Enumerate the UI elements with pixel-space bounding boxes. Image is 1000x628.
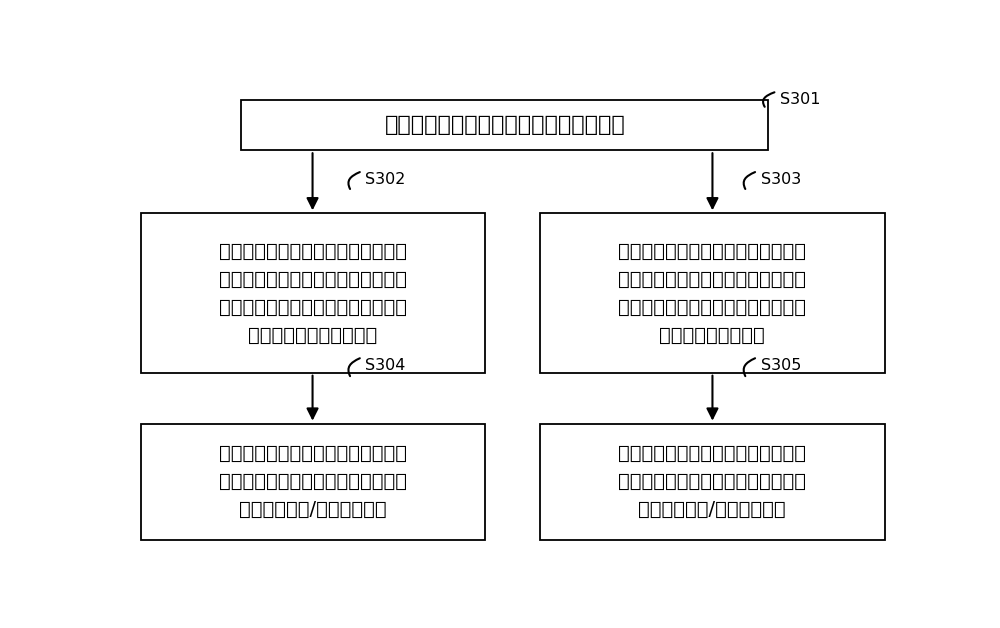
Text: S303: S303 [761, 172, 801, 187]
Bar [241, 99, 768, 150]
Text: 当至少一个用户行为数据符合多个判
断规则中的部分或全部判断规则的组
合时，确定至少一个用户行为数据对
应的用户身份为主人身份: 当至少一个用户行为数据符合多个判 断规则中的部分或全部判断规则的组 合时，确定至… [219, 241, 407, 345]
Text: S305: S305 [761, 358, 801, 373]
Bar [140, 213, 485, 373]
Bar [540, 213, 885, 373]
Bar [140, 423, 485, 539]
Text: 控制移动终端进入隐私保护模式，其
中，在隐私保护模式下移动终端开放
部分的资源和/或部分的权限: 控制移动终端进入隐私保护模式，其 中，在隐私保护模式下移动终端开放 部分的资源和… [618, 444, 806, 519]
Text: S301: S301 [780, 92, 820, 107]
Text: S302: S302 [365, 172, 406, 187]
Bar [540, 423, 885, 539]
Text: S304: S304 [365, 358, 406, 373]
Text: 控制移动终端进入正常工作模式，其
中，在正常工作模式下移动终端开放
所有的资源和/或所有的权限: 控制移动终端进入正常工作模式，其 中，在正常工作模式下移动终端开放 所有的资源和… [219, 444, 407, 519]
Text: 获取移动终端中的至少一个用户行为数据: 获取移动终端中的至少一个用户行为数据 [384, 115, 625, 135]
Text: 当至少一个用户行为数据不符合多个
判断规则中的至少一个时，确定至少
一个用户行为数据对应的用户身份为
访客身份或小偷身份: 当至少一个用户行为数据不符合多个 判断规则中的至少一个时，确定至少 一个用户行为… [618, 241, 806, 345]
